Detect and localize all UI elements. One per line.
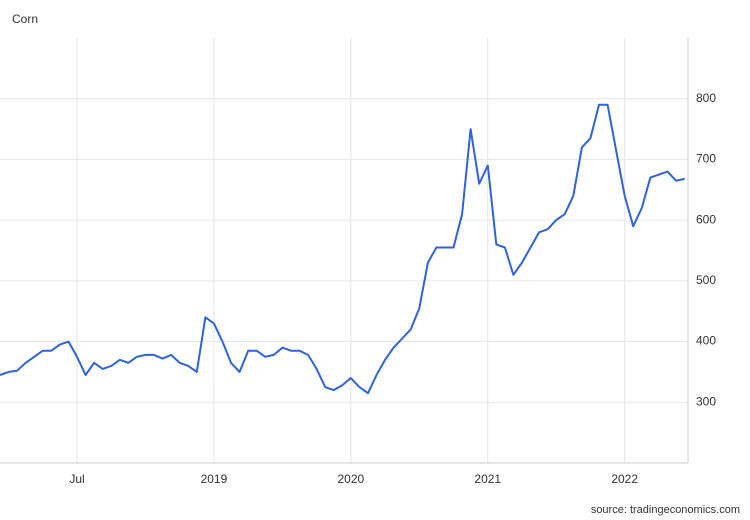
price-line: [0, 103, 685, 395]
y-tick-label: 600: [696, 212, 716, 226]
x-tick-label: 2022: [611, 472, 638, 486]
y-tick-label: 500: [696, 273, 716, 287]
x-tick-label: Jul: [69, 472, 84, 486]
y-tick-label: 400: [696, 334, 716, 348]
y-tick-label: 700: [696, 152, 716, 166]
x-tick-label: 2019: [201, 472, 228, 486]
x-tick-label: 2021: [474, 472, 501, 486]
chart-title: Corn: [12, 12, 38, 26]
x-tick-label: 2020: [337, 472, 364, 486]
y-tick-label: 300: [696, 394, 716, 408]
source: source: tradingeconomics.com: [591, 504, 740, 516]
y-tick-label: 800: [696, 91, 716, 105]
